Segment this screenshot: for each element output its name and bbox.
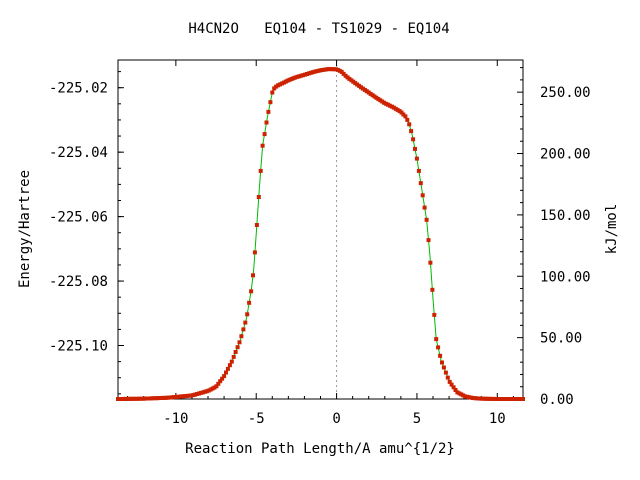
y2-tick-label: 200.00 xyxy=(540,147,591,163)
data-point xyxy=(251,273,255,278)
data-point xyxy=(436,345,441,350)
y2-tick-label: 100.00 xyxy=(540,269,591,285)
data-point xyxy=(434,337,439,342)
data-point xyxy=(438,353,443,358)
data-point xyxy=(270,90,275,95)
energy-points xyxy=(116,67,525,401)
x-tick-label: 5 xyxy=(413,411,421,427)
y-tick-label: -225.04 xyxy=(49,145,108,161)
x-tick-label: 10 xyxy=(489,411,506,427)
y2-axis: 250.00 200.00 150.00 100.00 50.00 0.00 xyxy=(517,67,591,408)
data-point xyxy=(239,334,244,339)
data-point xyxy=(424,217,429,222)
y-axis: -225.02 -225.04 -225.06 -225.08 -225.10 xyxy=(49,71,124,395)
data-point xyxy=(260,143,265,148)
data-point xyxy=(241,327,246,332)
data-point xyxy=(258,168,263,173)
data-point xyxy=(430,287,435,292)
data-point xyxy=(409,129,414,134)
data-point xyxy=(214,384,219,389)
data-point xyxy=(252,250,257,255)
data-point xyxy=(235,345,240,350)
data-point xyxy=(426,238,431,243)
x-tick-label: 0 xyxy=(332,411,340,427)
data-point xyxy=(224,370,228,375)
y-tick-label: -225.08 xyxy=(49,274,108,290)
data-point xyxy=(225,366,230,371)
data-point xyxy=(222,374,227,379)
data-point xyxy=(443,370,448,375)
data-point xyxy=(243,320,248,325)
data-point xyxy=(447,379,452,384)
y-tick-label: -225.10 xyxy=(49,339,108,355)
x-tick-label: -5 xyxy=(248,411,265,427)
data-point xyxy=(227,363,232,368)
data-point xyxy=(254,223,259,227)
data-point xyxy=(413,146,417,151)
y2-tick-label: 150.00 xyxy=(540,208,591,224)
data-point xyxy=(231,354,236,359)
data-point xyxy=(256,195,261,199)
data-point xyxy=(264,120,269,125)
data-point xyxy=(416,168,421,173)
chart-title: H4CN2O EQ104 - TS1029 - EQ104 xyxy=(188,21,449,37)
data-point xyxy=(422,205,427,210)
data-point xyxy=(414,156,419,161)
data-point xyxy=(453,388,458,392)
data-point xyxy=(449,382,454,387)
data-point xyxy=(420,193,425,198)
data-point xyxy=(237,340,242,345)
y2-axis-label: kJ/mol xyxy=(604,204,620,255)
data-point xyxy=(233,350,238,354)
data-point xyxy=(428,260,433,265)
data-point xyxy=(247,300,252,305)
data-point xyxy=(451,385,456,390)
plot-frame xyxy=(117,59,524,400)
y2-tick-label: 50.00 xyxy=(540,331,582,347)
energy-curve xyxy=(117,68,523,400)
data-point xyxy=(440,360,444,365)
data-point xyxy=(405,117,410,122)
data-point xyxy=(403,114,408,119)
x-axis-label: Reaction Path Length/A amu^{1/2} xyxy=(185,441,455,457)
y2-tick-label: 0.00 xyxy=(540,392,574,408)
y-tick-label: -225.02 xyxy=(49,81,108,97)
data-point xyxy=(521,397,525,401)
data-point xyxy=(411,137,416,142)
x-tick-label: -10 xyxy=(163,411,188,427)
data-point xyxy=(432,312,437,317)
data-point xyxy=(220,376,225,381)
y-axis-label: Energy/Hartree xyxy=(17,170,33,288)
data-point xyxy=(218,379,223,384)
y2-tick-label: 250.00 xyxy=(540,85,591,101)
data-point xyxy=(229,359,234,364)
data-point xyxy=(441,365,446,370)
data-point xyxy=(249,289,254,294)
data-point xyxy=(245,312,250,317)
data-point xyxy=(268,100,273,105)
data-point xyxy=(445,375,450,380)
data-point xyxy=(407,122,412,127)
y-tick-label: -225.06 xyxy=(49,210,108,226)
data-point xyxy=(266,109,271,114)
x-axis: -10 -5 0 5 10 xyxy=(127,60,514,427)
data-point xyxy=(418,181,423,186)
data-point xyxy=(216,381,221,386)
data-point xyxy=(262,132,267,137)
